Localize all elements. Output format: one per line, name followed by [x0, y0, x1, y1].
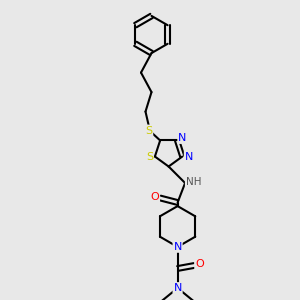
Text: O: O: [150, 191, 159, 202]
Text: NH: NH: [186, 176, 201, 187]
Text: N: N: [173, 283, 182, 293]
Text: S: S: [145, 125, 152, 136]
Text: N: N: [178, 133, 187, 143]
Text: O: O: [195, 259, 204, 269]
Text: S: S: [146, 152, 153, 161]
Text: N: N: [173, 242, 182, 252]
Text: N: N: [185, 152, 193, 161]
